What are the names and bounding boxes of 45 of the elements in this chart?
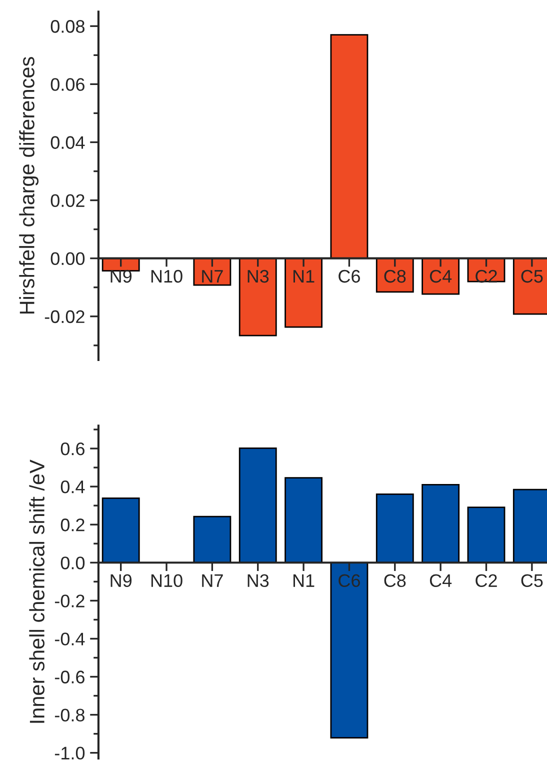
y-tick-label: 0.6 (60, 442, 84, 456)
y-tick-label: -0.2 (54, 594, 84, 608)
y-tick-label: -0.6 (54, 670, 84, 684)
x-tick-label: N7 (202, 574, 223, 587)
x-tick-label: N7 (202, 270, 223, 283)
x-tick-label: N10 (151, 270, 182, 283)
y-tick-label: -1.0 (54, 746, 85, 760)
x-tick-label: N9 (110, 574, 132, 588)
bar (238, 447, 277, 564)
x-tick-label: C5 (521, 574, 543, 588)
x-tick-label: N1 (293, 574, 314, 587)
x-tick-label: N1 (293, 270, 314, 283)
x-tick-label: C5 (521, 270, 543, 283)
x-tick-label: C2 (476, 270, 497, 283)
bar (193, 516, 232, 564)
x-tick-label: C4 (430, 574, 452, 588)
x-tick-label: C2 (476, 574, 497, 588)
bar (330, 562, 368, 738)
y-tick-label: 0.04 (50, 136, 85, 149)
bar (284, 477, 323, 564)
x-tick-label: C4 (430, 270, 452, 283)
y-tick-label: 0.06 (50, 78, 84, 91)
x-tick-label: N3 (248, 270, 269, 283)
bar (376, 493, 414, 564)
y-tick-label: -0.4 (54, 632, 85, 646)
x-tick-label: N3 (248, 574, 269, 588)
y-tick-label: 0.2 (60, 518, 84, 532)
x-tick-label: N10 (151, 574, 182, 588)
y-tick-label: 0.4 (60, 480, 85, 494)
x-tick-label: C8 (384, 270, 406, 283)
x-tick-label: N9 (110, 270, 132, 283)
y-tick-label: -0.8 (54, 708, 84, 722)
y-tick-label: 0.0 (60, 556, 85, 570)
x-tick-label: C6 (338, 270, 360, 283)
y-axis-title: Inner shell chemical shift /eV (29, 460, 44, 723)
y-tick-label: 0.02 (50, 194, 84, 207)
y-tick-label: 0.08 (50, 20, 84, 33)
bar (467, 506, 506, 564)
bar (422, 484, 460, 564)
y-tick-label: -0.02 (44, 310, 84, 324)
x-tick-label: C8 (384, 574, 406, 588)
y-axis-title: Hirshfeld charge differences (19, 56, 39, 314)
bar (102, 497, 140, 564)
y-tick-label: 0.00 (50, 252, 85, 266)
x-tick-label: C6 (338, 574, 360, 588)
